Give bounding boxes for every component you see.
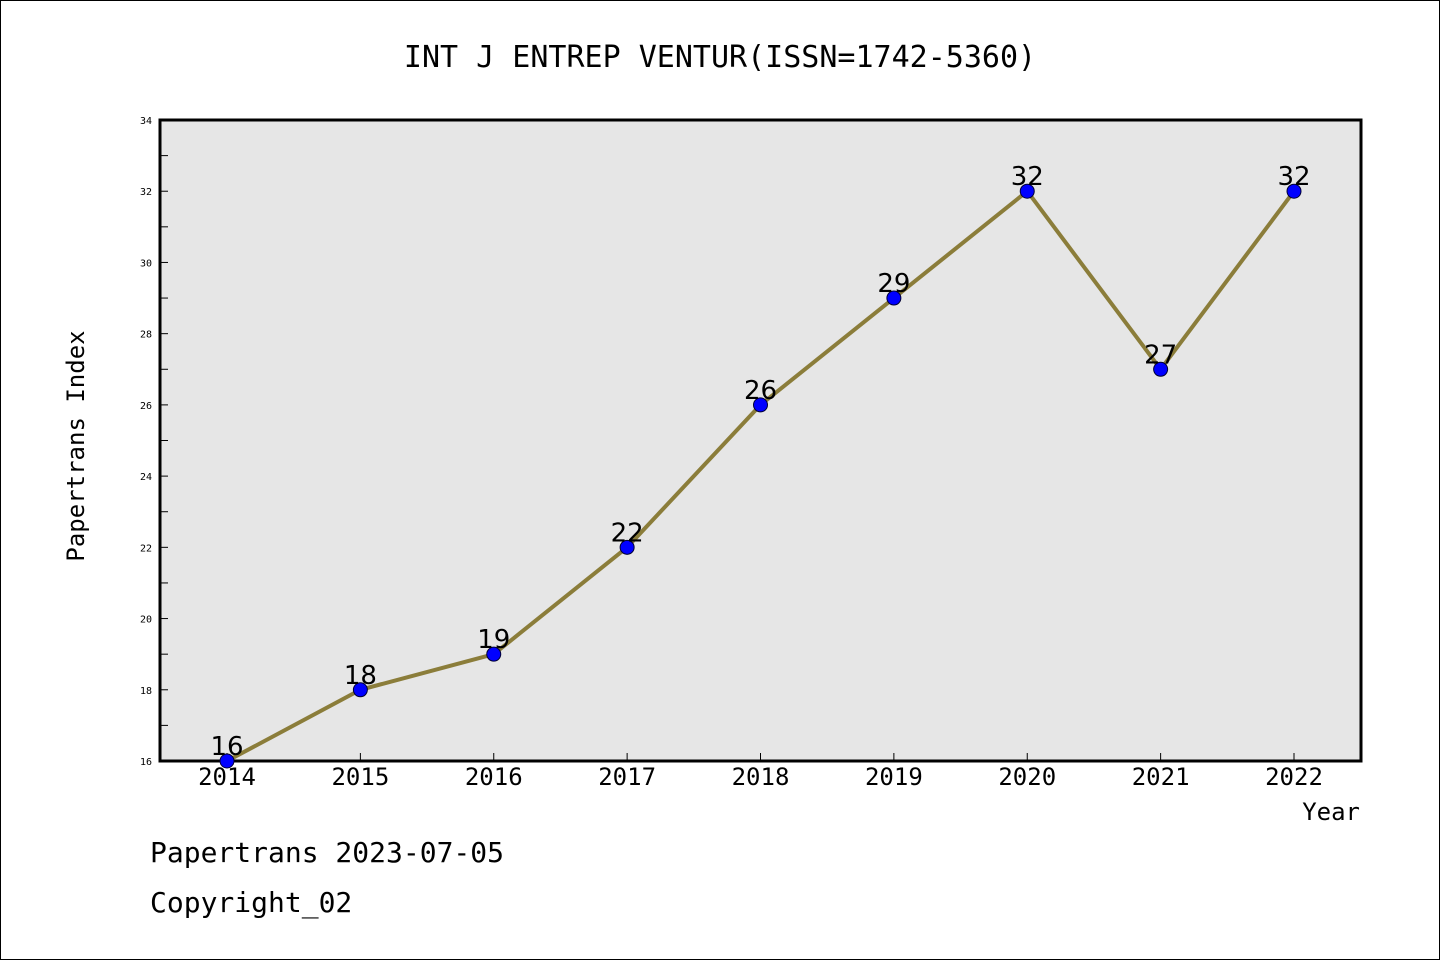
data-point <box>886 290 902 306</box>
series-points <box>219 183 1302 769</box>
y-tick-label: 24 <box>140 472 152 483</box>
x-tick-label: 2022 <box>1265 763 1323 791</box>
data-point <box>219 753 235 769</box>
data-point <box>753 397 768 413</box>
data-label: 29 <box>877 269 910 299</box>
data-point <box>1153 361 1169 377</box>
data-point <box>619 539 635 555</box>
chart-title: INT J ENTREP VENTUR(ISSN=1742-5360) <box>404 40 1036 75</box>
data-label: 32 <box>1277 162 1310 192</box>
data-point <box>1019 183 1035 199</box>
data-label: 26 <box>744 376 777 406</box>
data-point <box>486 646 502 662</box>
x-tick-label: 2016 <box>465 763 523 791</box>
y-axis: 16 18 20 22 24 26 28 30 32 34 <box>140 116 168 768</box>
footer-date: Papertrans 2023-07-05 <box>150 836 505 869</box>
data-point <box>352 682 368 698</box>
footer-copyright: Copyright_02 <box>150 886 353 919</box>
y-tick-label: 26 <box>140 401 152 412</box>
y-tick-label: 20 <box>140 615 152 626</box>
plot-area <box>158 118 1363 763</box>
data-point <box>1286 183 1302 199</box>
y-tick-label: 18 <box>140 686 152 697</box>
y-tick-label: 22 <box>140 543 152 554</box>
data-label: 19 <box>477 625 510 655</box>
x-tick-label: 2018 <box>732 763 790 791</box>
y-axis-label: Papertrans Index <box>62 330 90 561</box>
data-label: 16 <box>210 732 243 762</box>
data-labels: 16 18 19 22 26 29 32 27 32 <box>210 162 1310 762</box>
data-label: 22 <box>611 518 644 548</box>
y-tick-label: 32 <box>140 187 152 198</box>
data-label: 32 <box>1011 162 1044 192</box>
x-tick-label: 2019 <box>865 763 923 791</box>
x-tick-label: 2021 <box>1132 763 1190 791</box>
y-tick-label: 28 <box>140 330 152 341</box>
y-tick-label: 16 <box>140 757 152 768</box>
x-axis-label: Year <box>1302 798 1360 826</box>
y-tick-label: 30 <box>140 258 152 269</box>
x-tick-label: 2017 <box>598 763 656 791</box>
data-label: 27 <box>1144 340 1177 370</box>
x-tick-label: 2015 <box>331 763 389 791</box>
y-tick-label: 34 <box>140 116 152 127</box>
data-label: 18 <box>344 661 377 691</box>
x-tick-label: 2020 <box>998 763 1056 791</box>
